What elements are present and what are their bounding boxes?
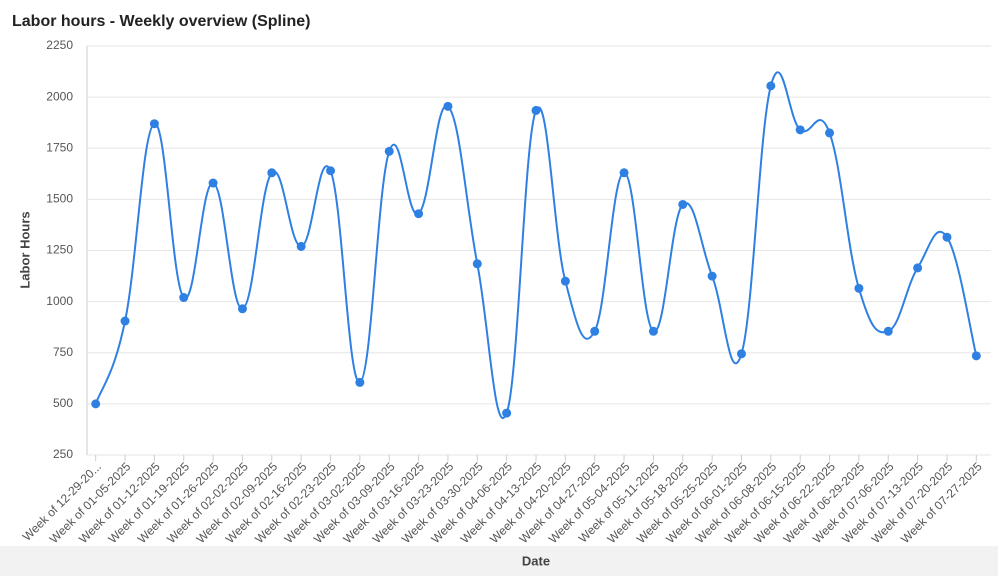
x-axis-title: Date <box>522 553 550 568</box>
y-tick-label: 2250 <box>46 38 73 52</box>
chart-title: Labor hours - Weekly overview (Spline) <box>12 13 310 30</box>
point <box>267 168 277 178</box>
point <box>120 316 130 326</box>
point <box>179 293 189 303</box>
y-tick-label: 500 <box>53 396 73 410</box>
point <box>619 168 629 178</box>
point <box>531 105 541 115</box>
point <box>149 119 159 129</box>
point <box>913 263 923 273</box>
spline <box>94 71 978 419</box>
point <box>384 146 394 156</box>
y-tick-label: 2000 <box>46 89 73 103</box>
point <box>326 166 336 176</box>
point <box>883 326 893 336</box>
y-axis-title: Labor Hours <box>17 211 32 288</box>
point <box>237 304 247 314</box>
point <box>736 349 746 359</box>
point <box>560 276 570 286</box>
point <box>443 101 453 111</box>
point <box>795 125 805 135</box>
y-tick-label: 1000 <box>46 294 73 308</box>
point <box>208 178 218 188</box>
point <box>678 199 688 209</box>
point <box>648 326 658 336</box>
point <box>590 326 600 336</box>
point <box>971 351 981 361</box>
y-tick-label: 1250 <box>46 243 73 257</box>
point <box>502 408 512 418</box>
point <box>707 271 717 281</box>
point <box>91 399 101 409</box>
y-tick-label: 1500 <box>46 192 73 206</box>
y-tick-label: 1750 <box>46 140 73 154</box>
y-tick-label: 750 <box>53 345 73 359</box>
point <box>825 128 835 138</box>
point <box>766 81 776 91</box>
point <box>414 209 424 219</box>
footer-band <box>0 546 998 576</box>
y-tick-label: 250 <box>53 447 73 461</box>
point <box>854 283 864 293</box>
point <box>472 259 482 269</box>
point <box>296 241 306 251</box>
point <box>355 377 365 387</box>
point <box>942 232 952 242</box>
